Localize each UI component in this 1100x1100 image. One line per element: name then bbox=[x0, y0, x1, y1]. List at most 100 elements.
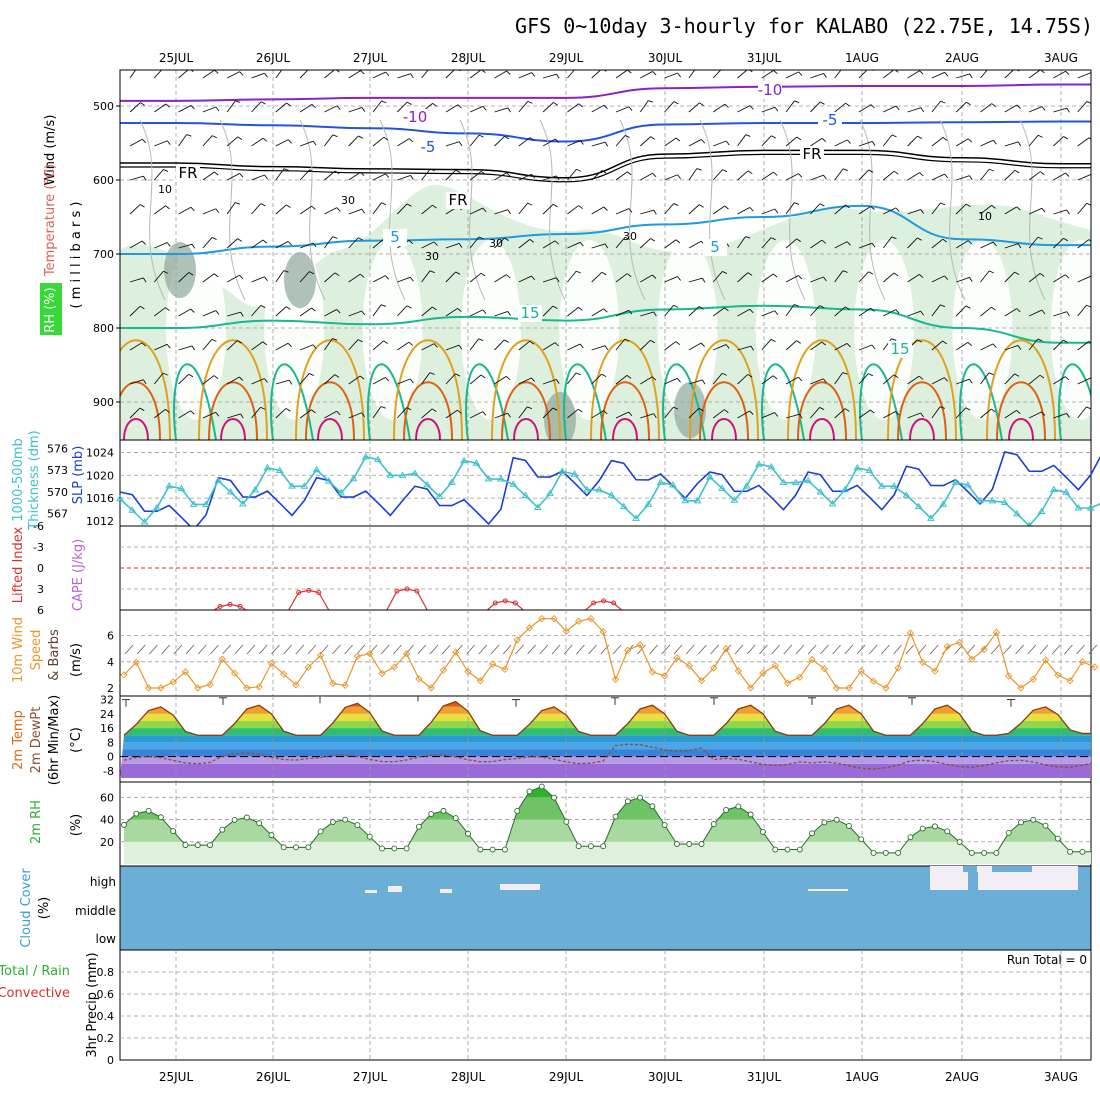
wind-barb-flag bbox=[749, 105, 754, 110]
wind-barb-flag bbox=[334, 374, 340, 378]
wind10m-speed-point bbox=[968, 655, 976, 663]
wind10m-speed-point bbox=[292, 681, 300, 689]
wind-barb-flag bbox=[724, 307, 729, 312]
wind-barb bbox=[494, 375, 507, 385]
wind-barb bbox=[615, 135, 626, 147]
wind-barb-flag bbox=[140, 204, 145, 208]
wind-barb bbox=[664, 406, 674, 419]
rh-dense-zone bbox=[674, 382, 706, 438]
lifted-index-point bbox=[217, 604, 223, 609]
wind-barb bbox=[372, 100, 382, 113]
thickness-line-marker bbox=[828, 499, 837, 507]
thickness-label-1: 1000-500mb bbox=[11, 438, 26, 522]
rh2m-area-light bbox=[124, 786, 1091, 864]
cloud-fill bbox=[963, 866, 977, 872]
wind-barb bbox=[883, 70, 895, 79]
wind-barb bbox=[372, 275, 386, 283]
wind-barb bbox=[737, 105, 751, 113]
rh2m-point bbox=[329, 819, 336, 826]
wind-barb-flag bbox=[891, 134, 897, 138]
wind-barb bbox=[640, 376, 653, 385]
thickness-line-marker bbox=[988, 496, 997, 504]
wind-barb-flag bbox=[648, 100, 654, 103]
wind-barb bbox=[421, 168, 431, 181]
wind-barb bbox=[858, 307, 871, 317]
wind-barb bbox=[518, 275, 532, 283]
wind-barb bbox=[567, 70, 575, 79]
wind-barb-flag bbox=[793, 304, 799, 307]
wind-barb-flag bbox=[1037, 236, 1043, 240]
wind-barb-flag bbox=[554, 342, 559, 347]
slp-tick-label: 1012 bbox=[86, 515, 114, 528]
wind-barb bbox=[664, 239, 677, 249]
wind-barb bbox=[372, 238, 385, 249]
wind-barb-flag bbox=[215, 208, 220, 213]
wind10m-speed-point bbox=[427, 684, 435, 692]
wind-barb bbox=[1028, 338, 1039, 351]
wind-barb bbox=[348, 339, 359, 351]
wind-barb bbox=[202, 106, 217, 113]
wind-barb bbox=[761, 310, 775, 317]
wind-barb bbox=[226, 202, 236, 215]
wind-barb-flag bbox=[1014, 271, 1020, 275]
wind10m-speed-point bbox=[599, 628, 607, 636]
wind-barb-flag bbox=[239, 376, 244, 381]
wind-barb bbox=[858, 242, 873, 249]
wind-barb-flag bbox=[556, 175, 560, 181]
wind10m-barb bbox=[954, 644, 963, 655]
wind-barb bbox=[348, 375, 361, 385]
rh2m-point bbox=[575, 843, 582, 850]
wind-barb bbox=[227, 311, 241, 317]
wind-barb-flag bbox=[360, 273, 365, 278]
wind-barb-flag bbox=[845, 204, 850, 209]
thickness-line-marker bbox=[546, 489, 554, 496]
wind-barb-flag bbox=[1039, 273, 1045, 277]
wind-barb bbox=[785, 202, 795, 215]
wind-barb bbox=[275, 70, 283, 79]
wind-barb-flag bbox=[745, 134, 751, 137]
wind-barb bbox=[907, 209, 921, 215]
wind10m-barb bbox=[661, 644, 671, 655]
wind10m-barb bbox=[588, 644, 597, 655]
wind-barb bbox=[421, 70, 429, 79]
wind10m-barb bbox=[417, 644, 427, 655]
thickness-line-marker bbox=[767, 462, 776, 470]
thickness-line-marker bbox=[263, 463, 272, 471]
wind-barb bbox=[154, 242, 168, 249]
wind-barb bbox=[129, 138, 143, 147]
wind-barb-flag bbox=[967, 138, 973, 143]
wind-barb bbox=[445, 344, 460, 351]
wind10m-barb bbox=[502, 644, 512, 655]
wind-barb bbox=[299, 242, 314, 249]
wind-barb bbox=[275, 168, 285, 181]
wind-barb-flag bbox=[214, 70, 219, 74]
wind-barb-flag bbox=[458, 344, 463, 350]
wind-barb bbox=[348, 412, 362, 419]
wind-barb bbox=[688, 204, 700, 215]
wind-barb bbox=[421, 270, 431, 283]
wind-barb-flag bbox=[992, 343, 997, 348]
lifted-index-point bbox=[512, 600, 518, 606]
rh-contour bbox=[379, 119, 406, 301]
rh2m-point bbox=[673, 841, 680, 847]
slp-tick-label: 1024 bbox=[86, 446, 114, 459]
wind10m-speed-point bbox=[587, 614, 595, 623]
thickness-line-marker bbox=[361, 452, 370, 460]
wind-barb-flag bbox=[895, 309, 900, 314]
wind-barb bbox=[1077, 101, 1088, 113]
wind-barb bbox=[956, 277, 970, 283]
wind10m-speed-point bbox=[685, 662, 693, 670]
wind-barb bbox=[518, 239, 531, 249]
wind-barb bbox=[372, 406, 382, 419]
lifted-index-point bbox=[404, 586, 410, 592]
wind-barb-flag bbox=[819, 305, 825, 309]
wind-barb bbox=[883, 105, 897, 113]
wind-barb bbox=[1004, 243, 1019, 249]
contour-label: -10 bbox=[403, 108, 428, 126]
wind-barb bbox=[785, 100, 795, 113]
wind-barb-flag bbox=[140, 102, 145, 106]
wind-barb-flag bbox=[1065, 274, 1070, 279]
wind-barb-flag bbox=[311, 409, 316, 414]
wind-barb bbox=[664, 276, 678, 283]
wind-barb bbox=[834, 343, 848, 351]
